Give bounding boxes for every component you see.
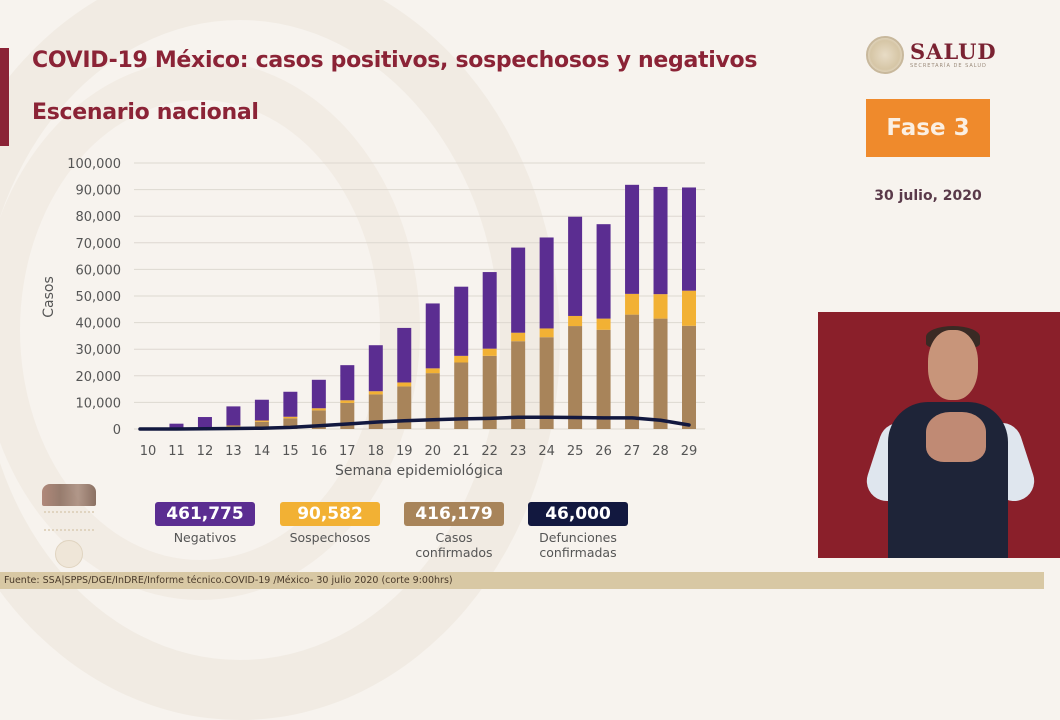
x-tick-label: 26 <box>595 444 612 459</box>
bar-segment-negativos <box>340 365 354 400</box>
bar-segment-negativos <box>283 392 297 417</box>
x-tick-label: 27 <box>624 444 641 459</box>
bar-segment-negativos <box>226 406 240 425</box>
x-tick-label: 14 <box>254 444 271 459</box>
summary-value: 416,179 <box>404 502 504 526</box>
summary-label: Negativos <box>155 530 255 545</box>
summary-sospechosos: 90,582 Sospechosos <box>280 502 380 545</box>
source-footer: Fuente: SSA|SPPS/DGE/InDRE/Informe técni… <box>0 572 1044 589</box>
x-tick-label: 23 <box>510 444 527 459</box>
x-tick-label: 20 <box>424 444 441 459</box>
y-axis-label: Casos <box>41 276 57 318</box>
bar-segment-casos-confirmados <box>625 315 639 429</box>
bar-segment-sospechosos <box>625 294 639 315</box>
x-tick-label: 15 <box>282 444 299 459</box>
bar-segment-casos-confirmados <box>540 337 554 429</box>
x-tick-label: 11 <box>168 444 185 459</box>
y-tick-label: 90,000 <box>76 184 122 199</box>
bar-segment-sospechosos <box>540 328 554 337</box>
x-tick-label: 28 <box>652 444 669 459</box>
bar-segment-casos-confirmados <box>682 326 696 429</box>
summary-label: Defunciones confirmadas <box>533 530 623 560</box>
x-tick-label: 16 <box>311 444 328 459</box>
bar-segment-sospechosos <box>682 291 696 326</box>
bar-segment-negativos <box>483 272 497 349</box>
bar-segment-sospechosos <box>568 316 582 326</box>
y-tick-label: 20,000 <box>76 370 122 385</box>
summary-defunciones: 46,000 Defunciones confirmadas <box>528 502 628 560</box>
bar-segment-negativos <box>568 217 582 316</box>
government-crest <box>38 476 100 538</box>
bar-segment-negativos <box>312 380 326 408</box>
x-tick-label: 21 <box>453 444 470 459</box>
bar-segment-negativos <box>654 187 668 294</box>
x-tick-label: 24 <box>538 444 555 459</box>
bar-segment-sospechosos <box>397 382 411 386</box>
bar-segment-sospechosos <box>454 356 468 363</box>
y-tick-label: 80,000 <box>76 210 122 225</box>
x-tick-label: 10 <box>140 444 157 459</box>
bar-segment-casos-confirmados <box>568 326 582 429</box>
bar-segment-sospechosos <box>597 319 611 330</box>
sign-language-interpreter-video <box>818 312 1060 558</box>
y-tick-label: 40,000 <box>76 317 122 332</box>
bar-segment-sospechosos <box>283 417 297 419</box>
y-tick-label: 10,000 <box>76 396 122 411</box>
bar-segment-negativos <box>369 345 383 391</box>
y-tick-label: 100,000 <box>67 157 121 172</box>
bar-segment-sospechosos <box>312 408 326 410</box>
bar-segment-negativos <box>255 400 269 421</box>
bar-segment-negativos <box>597 224 611 318</box>
bar-segment-sospechosos <box>255 420 269 421</box>
x-tick-label: 29 <box>681 444 698 459</box>
summary-confirmados: 416,179 Casos confirmados <box>404 502 504 560</box>
summary-value: 461,775 <box>155 502 255 526</box>
bar-segment-negativos <box>511 248 525 333</box>
x-tick-label: 25 <box>567 444 584 459</box>
bar-segment-casos-confirmados <box>654 319 668 429</box>
summary-label: Casos confirmados <box>414 530 494 560</box>
bar-segment-sospechosos <box>369 391 383 394</box>
x-tick-label: 17 <box>339 444 356 459</box>
bar-segment-sospechosos <box>511 333 525 342</box>
seal-icon <box>55 540 83 568</box>
bar-segment-negativos <box>426 303 440 368</box>
summary-value: 90,582 <box>280 502 380 526</box>
summary-label: Sospechosos <box>280 530 380 545</box>
x-tick-label: 18 <box>368 444 385 459</box>
y-tick-label: 70,000 <box>76 237 122 252</box>
bar-segment-sospechosos <box>654 294 668 318</box>
summary-negativos: 461,775 Negativos <box>155 502 255 545</box>
bar-segment-negativos <box>682 187 696 290</box>
bar-segment-negativos <box>540 237 554 328</box>
bar-segment-sospechosos <box>226 426 240 427</box>
bar-segment-sospechosos <box>340 400 354 403</box>
x-tick-label: 22 <box>481 444 498 459</box>
bar-segment-casos-confirmados <box>597 330 611 429</box>
y-tick-label: 60,000 <box>76 263 122 278</box>
x-tick-label: 19 <box>396 444 413 459</box>
bar-segment-sospechosos <box>483 349 497 356</box>
y-tick-label: 0 <box>113 423 121 438</box>
x-tick-label: 13 <box>225 444 242 459</box>
y-tick-label: 50,000 <box>76 290 122 305</box>
x-axis-label: Semana epidemiológica <box>335 463 503 479</box>
bar-segment-negativos <box>397 328 411 383</box>
bar-segment-sospechosos <box>426 368 440 373</box>
bar-segment-negativos <box>625 185 639 294</box>
heroes-illustration-icon <box>42 484 96 506</box>
bar-segment-negativos <box>454 287 468 356</box>
y-tick-label: 30,000 <box>76 343 122 358</box>
summary-value: 46,000 <box>528 502 628 526</box>
bar-segment-negativos <box>198 417 212 427</box>
x-tick-label: 12 <box>197 444 214 459</box>
